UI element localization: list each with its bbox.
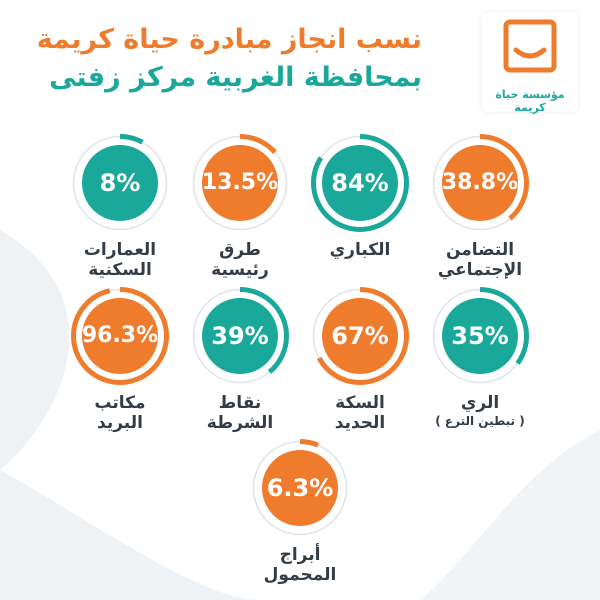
- item-label-text: السكة الحديد: [334, 393, 386, 433]
- percent-value: 84%: [331, 169, 389, 197]
- item-label-text: الكباري: [329, 240, 391, 260]
- item-label-text: نقاط الشرطة: [206, 393, 274, 433]
- ring-disc: [262, 450, 338, 526]
- ring-disc: [442, 145, 518, 221]
- item-label-text: أبراج المحمول: [263, 545, 337, 585]
- ring-progress-arc: [71, 287, 169, 385]
- progress-ring-graphic: [191, 287, 289, 385]
- progress-ring-graphic: [191, 134, 289, 232]
- logo-caption: مؤسسة حياة كريمة: [495, 88, 565, 114]
- item-label-text: مكاتب البريد: [94, 393, 146, 433]
- progress-ring-graphic: [311, 134, 409, 232]
- ring-progress-arc: [71, 134, 169, 232]
- ring-disc: [82, 145, 158, 221]
- progress-ring: 39%: [190, 286, 290, 386]
- percent-value: 39%: [211, 322, 269, 350]
- progress-ring: 13.5%: [190, 133, 290, 233]
- progress-ring-graphic: [251, 439, 349, 537]
- smile-logo-icon: [503, 19, 557, 73]
- ring-progress-arc: [431, 287, 529, 385]
- ring-progress-arc: [311, 287, 409, 385]
- ring-progress-arc: [431, 134, 529, 232]
- ring-disc: [202, 298, 278, 374]
- title-line-1: نسب انجاز مبادرة حياة كريمة: [36, 24, 422, 55]
- item-label: العمارات السكنية: [55, 240, 185, 280]
- logo: مؤسسة حياة كريمة: [482, 12, 578, 114]
- ring-disc: [442, 298, 518, 374]
- item-label: التضامن الإجتماعي: [415, 240, 545, 280]
- item-label: نقاط الشرطة: [175, 393, 305, 433]
- item-label: السكة الحديد: [295, 393, 425, 433]
- ring-progress-arc: [311, 134, 409, 232]
- percent-value: 8%: [99, 169, 141, 197]
- item-label-subtext: ( تبطين الترع ): [435, 414, 525, 428]
- progress-ring-graphic: [431, 134, 529, 232]
- item-label-text: العمارات السكنية: [83, 240, 157, 280]
- progress-ring-graphic: [431, 287, 529, 385]
- percent-value: 38.8%: [441, 170, 519, 195]
- progress-ring-graphic: [71, 134, 169, 232]
- ring-progress-arc: [251, 439, 349, 537]
- ring-disc: [202, 145, 278, 221]
- item-label-text: طرق رئيسية: [211, 240, 269, 280]
- item-label: الكباري: [295, 240, 425, 260]
- ring-disc: [322, 145, 398, 221]
- item-label: طرق رئيسية: [175, 240, 305, 280]
- ring-progress-arc: [191, 287, 289, 385]
- percent-value: 6.3%: [266, 474, 334, 502]
- title-line-2: بمحافظة الغربية مركز زفتى: [49, 62, 422, 93]
- percent-value: 67%: [331, 322, 389, 350]
- progress-ring: 84%: [310, 133, 410, 233]
- progress-ring: 6.3%: [250, 438, 350, 538]
- progress-ring: 96.3%: [70, 286, 170, 386]
- item-label: مكاتب البريد: [55, 393, 185, 433]
- progress-ring: 8%: [70, 133, 170, 233]
- percent-value: 13.5%: [201, 170, 279, 195]
- progress-ring: 67%: [310, 286, 410, 386]
- item-label: أبراج المحمول: [235, 545, 365, 585]
- percent-value: 96.3%: [81, 323, 159, 348]
- item-label-text: التضامن الإجتماعي: [437, 240, 523, 280]
- ring-disc: [322, 298, 398, 374]
- item-label: الري( تبطين الترع ): [415, 393, 545, 429]
- progress-ring: 35%: [430, 286, 530, 386]
- progress-ring-graphic: [71, 287, 169, 385]
- ring-disc: [82, 298, 158, 374]
- percent-value: 35%: [451, 322, 509, 350]
- progress-ring: 38.8%: [430, 133, 530, 233]
- ring-progress-arc: [191, 134, 289, 232]
- progress-ring-graphic: [311, 287, 409, 385]
- item-label-text: الري: [460, 393, 500, 413]
